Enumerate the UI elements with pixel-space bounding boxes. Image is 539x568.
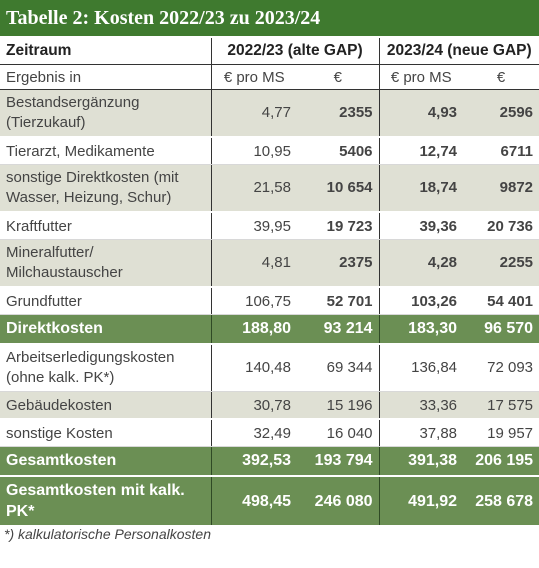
col-2022-header: 2022/23 (alte GAP): [211, 38, 380, 65]
header-row: Zeitraum 2022/23 (alte GAP) 2023/24 (neu…: [0, 38, 539, 65]
cell-value: 188,80: [211, 314, 297, 345]
unit-per-ms-2023: € pro MS: [379, 64, 464, 90]
cell-value: 10,95: [211, 137, 297, 165]
table-row: Gebäudekosten 30,78 15 196 33,36 17 575: [0, 391, 539, 420]
subtotal-row: Direktkosten 188,80 93 214 183,30 96 570: [0, 314, 539, 345]
cell-value: 37,88: [379, 419, 464, 447]
cell-value: 491,92: [379, 476, 464, 527]
cell-value: 246 080: [297, 476, 380, 527]
total-row: Gesamtkosten 392,53 193 794 391,38 206 1…: [0, 446, 539, 477]
footnote: *) kalkulatorische Personalkosten: [4, 526, 211, 542]
cell-value: 9872: [463, 164, 539, 213]
cell-value: 32,49: [211, 419, 297, 447]
unit-eur-2022: €: [297, 64, 380, 90]
cell-value: 2596: [463, 89, 539, 138]
cell-value: 21,58: [211, 164, 297, 213]
row-label: Kraftfutter: [0, 212, 212, 240]
unit-row: Ergebnis in € pro MS € € pro MS €: [0, 64, 539, 90]
cell-value: 391,38: [379, 446, 464, 477]
cell-value: 106,75: [211, 287, 297, 315]
cell-value: 193 794: [297, 446, 380, 477]
cell-value: 2255: [463, 239, 539, 288]
cell-value: 136,84: [379, 344, 464, 392]
row-label: Gesamtkosten mit kalk. PK*: [0, 476, 212, 527]
cell-value: 140,48: [211, 344, 297, 392]
cell-value: 30,78: [211, 391, 297, 420]
row-label: Mineralfutter/ Milchaustauscher: [0, 239, 212, 288]
total-with-pk-row: Gesamtkosten mit kalk. PK* 498,45 246 08…: [0, 476, 539, 527]
cell-value: 72 093: [463, 344, 539, 392]
cell-value: 103,26: [379, 287, 464, 315]
cell-value: 2375: [297, 239, 380, 288]
row-label: sonstige Direktkosten (mit Wasser, Heizu…: [0, 164, 212, 213]
table-row: sonstige Kosten 32,49 16 040 37,88 19 95…: [0, 419, 539, 447]
table-row: Mineralfutter/ Milchaustauscher 4,81 237…: [0, 239, 539, 288]
cell-value: 39,95: [211, 212, 297, 240]
col-2023-header: 2023/24 (neue GAP): [379, 38, 539, 65]
cell-value: 258 678: [463, 476, 539, 527]
cell-value: 5406: [297, 137, 380, 165]
cell-value: 93 214: [297, 314, 380, 345]
cell-value: 52 701: [297, 287, 380, 315]
cell-value: 33,36: [379, 391, 464, 420]
period-header: Zeitraum: [0, 38, 212, 65]
cell-value: 15 196: [297, 391, 380, 420]
cost-table: Zeitraum 2022/23 (alte GAP) 2023/24 (neu…: [0, 38, 539, 527]
unit-eur-2023: €: [463, 64, 539, 90]
row-label: Gebäudekosten: [0, 391, 212, 420]
table-row: sonstige Direktkosten (mit Wasser, Heizu…: [0, 164, 539, 213]
cell-value: 20 736: [463, 212, 539, 240]
table-row: Arbeitserledigungskosten (ohne kalk. PK*…: [0, 344, 539, 392]
row-label: sonstige Kosten: [0, 419, 212, 447]
unit-label: Ergebnis in: [0, 64, 212, 90]
cell-value: 54 401: [463, 287, 539, 315]
cell-value: 17 575: [463, 391, 539, 420]
cell-value: 19 723: [297, 212, 380, 240]
table-row: Kraftfutter 39,95 19 723 39,36 20 736: [0, 212, 539, 240]
cell-value: 39,36: [379, 212, 464, 240]
cell-value: 183,30: [379, 314, 464, 345]
cell-value: 12,74: [379, 137, 464, 165]
row-label: Arbeitserledigungskosten (ohne kalk. PK*…: [0, 344, 212, 392]
cell-value: 69 344: [297, 344, 380, 392]
cell-value: 392,53: [211, 446, 297, 477]
cell-value: 4,28: [379, 239, 464, 288]
cell-value: 498,45: [211, 476, 297, 527]
cell-value: 18,74: [379, 164, 464, 213]
cell-value: 2355: [297, 89, 380, 138]
row-label: Tierarzt, Medikamente: [0, 137, 212, 165]
cell-value: 19 957: [463, 419, 539, 447]
unit-per-ms-2022: € pro MS: [211, 64, 297, 90]
cell-value: 16 040: [297, 419, 380, 447]
table-row: Grundfutter 106,75 52 701 103,26 54 401: [0, 287, 539, 315]
row-label: Gesamtkosten: [0, 446, 212, 477]
cell-value: 4,77: [211, 89, 297, 138]
cell-value: 4,81: [211, 239, 297, 288]
cell-value: 6711: [463, 137, 539, 165]
cell-value: 4,93: [379, 89, 464, 138]
row-label: Grundfutter: [0, 287, 212, 315]
table-row: Bestandsergänzung (Tierzukauf) 4,77 2355…: [0, 89, 539, 138]
row-label: Direktkosten: [0, 314, 212, 345]
cell-value: 10 654: [297, 164, 380, 213]
table-title: Tabelle 2: Kosten 2022/23 zu 2023/24: [0, 0, 539, 36]
cell-value: 96 570: [463, 314, 539, 345]
table-row: Tierarzt, Medikamente 10,95 5406 12,74 6…: [0, 137, 539, 165]
cell-value: 206 195: [463, 446, 539, 477]
row-label: Bestandsergänzung (Tierzukauf): [0, 89, 212, 138]
